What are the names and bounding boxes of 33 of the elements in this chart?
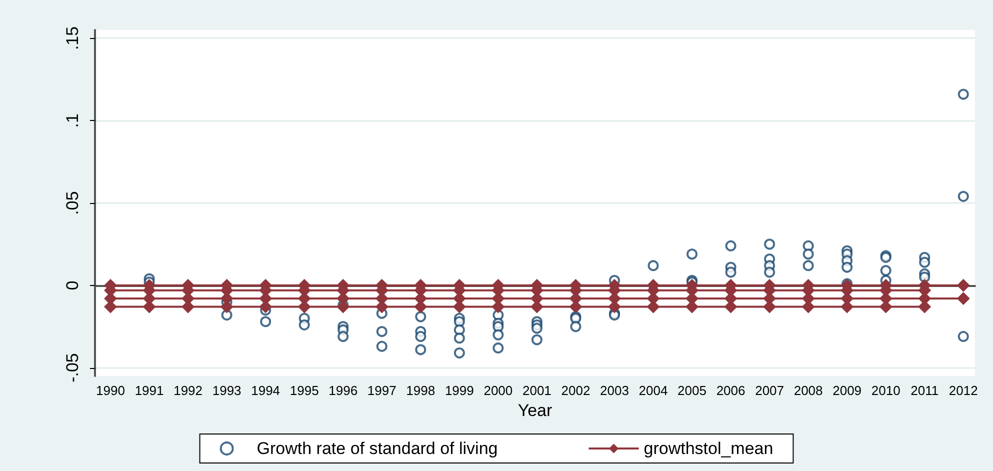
legend-label: Growth rate of standard of living: [256, 439, 498, 458]
x-tick-label: 1999: [444, 383, 474, 398]
x-tick-label: 2011: [910, 383, 939, 398]
x-tick-label: 2009: [832, 383, 862, 398]
x-tick-label: 2005: [678, 383, 706, 398]
x-tick-label: 2006: [716, 383, 746, 398]
x-tick-label: 1990: [96, 383, 125, 398]
x-tick-label: 1992: [174, 383, 202, 398]
y-tick-label: .15: [63, 26, 82, 50]
x-tick-label: 2012: [948, 383, 978, 398]
x-tick-label: 2007: [755, 383, 784, 398]
x-tick-label: 2010: [871, 383, 900, 398]
x-tick-label: 1998: [406, 383, 436, 398]
y-tick-label: .05: [63, 191, 82, 215]
x-axis-title: Year: [518, 400, 553, 420]
x-tick-label: 2008: [794, 383, 823, 398]
x-tick-label: 2000: [484, 383, 513, 398]
y-tick-label: .1: [63, 114, 82, 128]
x-tick-label: 2001: [522, 383, 552, 398]
x-tick-label: 2002: [561, 383, 590, 398]
point: [956, 278, 970, 292]
y-tick-label: 0: [63, 280, 82, 290]
x-tick-label: 1994: [251, 383, 280, 398]
x-tick-label: 1996: [328, 383, 358, 398]
legend-label: growthstol_mean: [644, 439, 774, 458]
x-tick-label: 1997: [367, 383, 396, 398]
x-tick-label: 1995: [290, 383, 319, 398]
x-tick-label: 2003: [600, 383, 629, 398]
x-tick-label: 1993: [212, 383, 242, 398]
x-tick-label: 2004: [638, 383, 668, 398]
x-tick-label: 1991: [134, 383, 164, 398]
point: [956, 292, 970, 306]
y-tick-label: -.05: [63, 353, 82, 382]
